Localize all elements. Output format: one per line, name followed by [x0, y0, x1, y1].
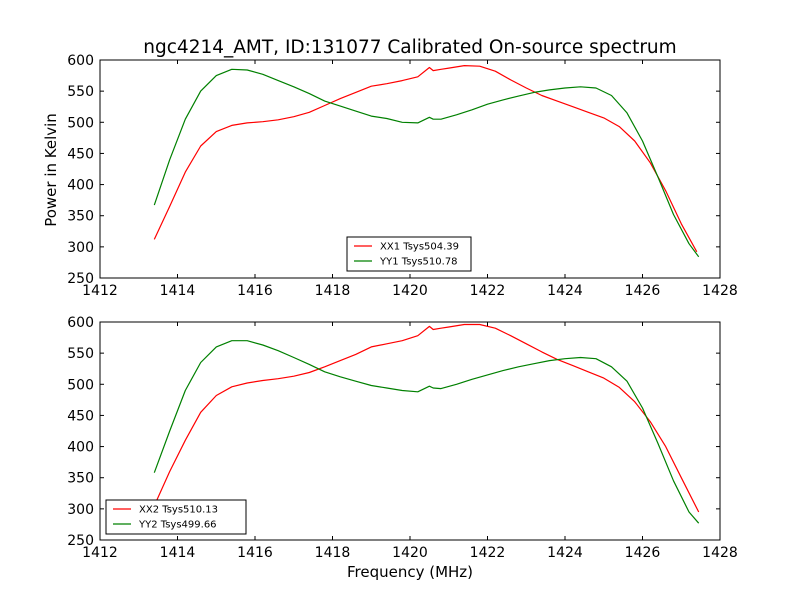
x-tick-label: 1418 [315, 545, 351, 561]
y-tick-label: 400 [67, 178, 94, 194]
x-axis-label: Frequency (MHz) [347, 563, 473, 581]
series-line-2 [153, 340, 700, 524]
plot-panel-1: 1412 1414 1416 1418 1420 1422 1424 1426 1428 250 3… [67, 53, 738, 299]
legend-label: YY2 Tsys499.66 [138, 520, 217, 531]
x-tick-label: 1414 [160, 545, 196, 561]
x-tick-label: 1412 [82, 283, 118, 299]
legend-label: XX1 Tsys504.39 [380, 242, 459, 253]
x-tick-label: 1428 [702, 545, 738, 561]
x-tick-label: 1426 [625, 283, 661, 299]
series-line-2 [153, 68, 700, 258]
x-tick-label: 1412 [82, 545, 118, 561]
x-tick-label: 1420 [392, 283, 428, 299]
y-tick-label: 600 [67, 53, 94, 69]
y-tick-label: 450 [67, 408, 94, 424]
y-tick-label: 350 [67, 209, 94, 225]
legend-box [105, 499, 247, 535]
series-line-1 [153, 323, 700, 513]
y-tick-label: 350 [67, 471, 94, 487]
x-tick-label: 1414 [160, 283, 196, 299]
y-tick-label: 500 [67, 115, 94, 131]
y-tick-label: 400 [67, 440, 94, 456]
x-tick-label: 1422 [470, 283, 506, 299]
legend-box [346, 236, 472, 272]
x-tick-label: 1420 [392, 545, 428, 561]
legend-label: YY1 Tsys510.78 [379, 257, 458, 268]
y-axis-label: Power in Kelvin [42, 113, 60, 227]
y-tick-label: 250 [67, 533, 94, 549]
x-tick-label: 1424 [547, 545, 583, 561]
y-tick-label: 550 [67, 346, 94, 362]
x-tick-label: 1422 [470, 545, 506, 561]
x-tick-label: 1428 [702, 283, 738, 299]
y-tick-label: 600 [67, 315, 94, 331]
y-tick-label: 300 [67, 240, 94, 256]
x-tick-label: 1418 [315, 283, 351, 299]
x-tick-label: 1426 [625, 545, 661, 561]
y-tick-label: 250 [67, 271, 94, 287]
y-tick-label: 550 [67, 84, 94, 100]
legend: XX1 Tsys504.39 YY1 Tsys510.78 [346, 236, 472, 272]
figure-title: ngc4214_AMT, ID:131077 Calibrated On-sou… [143, 37, 676, 58]
series-line-1 [153, 64, 698, 253]
x-tick-label: 1424 [547, 283, 583, 299]
plot-panel-2: 1412 1414 1416 1418 1420 1422 1424 1426 1428 250 3… [67, 315, 738, 561]
x-tick-label: 1416 [237, 545, 273, 561]
plot-panels: 1412 1414 1416 1418 1420 1422 1424 1426 1428 250 3… [67, 53, 738, 561]
legend-label: XX2 Tsys510.13 [139, 505, 218, 516]
y-tick-label: 500 [67, 377, 94, 393]
x-tick-label: 1416 [237, 283, 273, 299]
y-tick-label: 300 [67, 502, 94, 518]
legend: XX2 Tsys510.13 YY2 Tsys499.66 [105, 499, 247, 535]
y-tick-label: 450 [67, 146, 94, 162]
